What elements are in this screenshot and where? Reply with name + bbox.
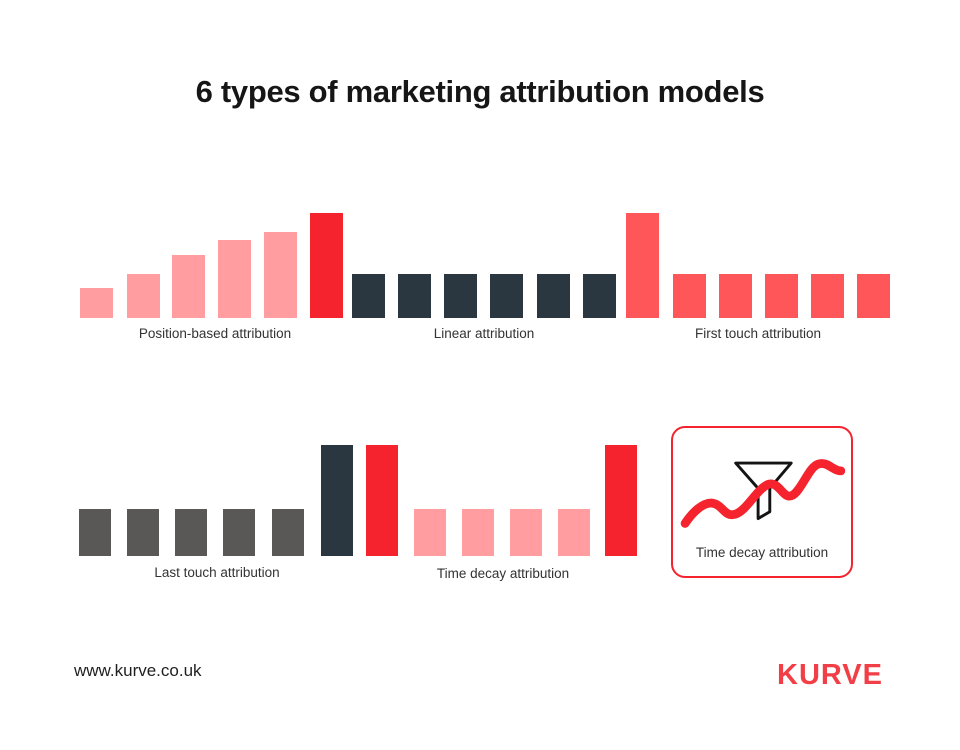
bar [605, 445, 637, 556]
funnel-trend-icon [680, 459, 846, 528]
bar [414, 509, 446, 556]
bar [558, 509, 590, 556]
bar [127, 274, 160, 318]
website-url: www.kurve.co.uk [74, 661, 202, 680]
bar [127, 509, 159, 556]
page-title: 6 types of marketing attribution models [195, 74, 765, 109]
bar [79, 509, 111, 556]
bar [811, 274, 844, 318]
bar [175, 509, 207, 556]
kurve-logo: KURVE [777, 659, 883, 691]
bar [398, 274, 431, 318]
group-label: Time decay attribution [436, 566, 570, 581]
bar [218, 240, 251, 318]
group-label: Last touch attribution [154, 565, 280, 580]
bar [462, 509, 494, 556]
bar [80, 288, 113, 318]
bar [366, 445, 398, 556]
time-decay-attribution-card: Time decay attribution [671, 426, 853, 578]
bar [272, 509, 304, 556]
bar [321, 445, 353, 556]
bar [223, 509, 255, 556]
bar [444, 274, 477, 318]
bar [857, 274, 890, 318]
bar [583, 274, 616, 318]
bar [765, 274, 798, 318]
bar [719, 274, 752, 318]
group-label: Position-based attribution [138, 326, 292, 341]
card-label: Time decay attribution [695, 545, 829, 560]
bar [537, 274, 570, 318]
bar [673, 274, 706, 318]
bar [172, 255, 205, 318]
bar [490, 274, 523, 318]
group-label: First touch attribution [694, 326, 822, 341]
bar [310, 213, 343, 318]
group-label: Linear attribution [433, 326, 535, 341]
bar [264, 232, 297, 318]
bar [626, 213, 659, 318]
trend-line-icon [680, 459, 846, 528]
bar [352, 274, 385, 318]
bar [510, 509, 542, 556]
